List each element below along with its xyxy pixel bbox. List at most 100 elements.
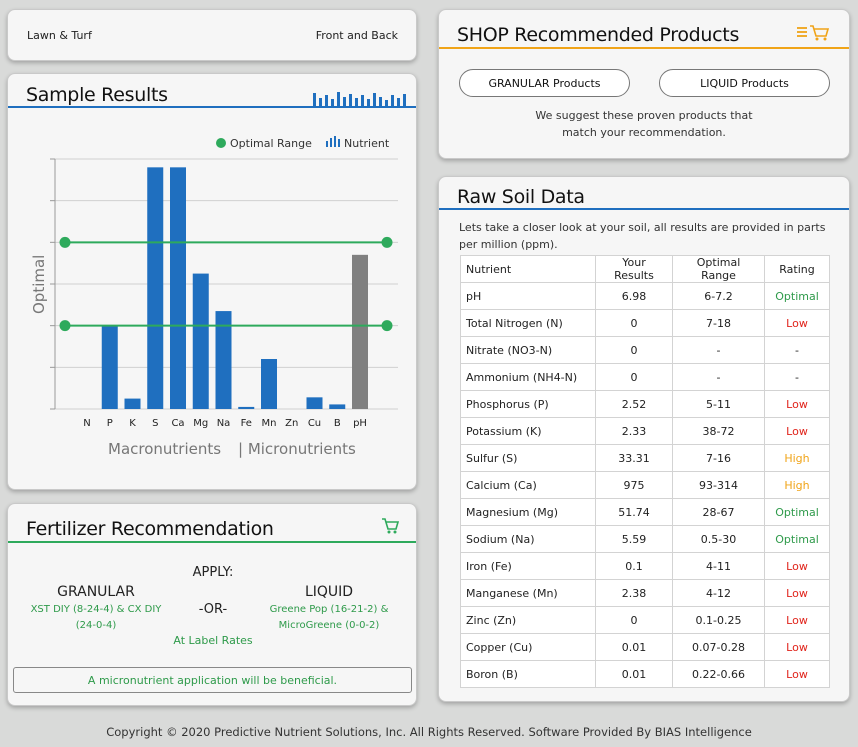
table-row: Calcium (Ca) 975 93-314 High	[460, 471, 830, 499]
micronutrient-note: A micronutrient application will be bene…	[13, 667, 412, 693]
cell-your-results: 2.33	[595, 417, 673, 445]
x-tick-label: S	[152, 418, 158, 429]
bar-mg	[192, 273, 209, 409]
x-tick-label: B	[334, 418, 341, 429]
table-header-row: Nutrient Your Results Optimal Range Rati…	[460, 255, 830, 283]
optimal-marker	[381, 236, 393, 248]
cell-your-results: 0	[595, 336, 673, 364]
sample-results-rule	[8, 106, 416, 108]
bar-ca	[170, 167, 186, 409]
cell-optimal-range: -	[672, 363, 765, 391]
cell-optimal-range: 7-18	[672, 309, 765, 337]
table-row: Total Nitrogen (N) 0 7-18 Low	[460, 309, 830, 337]
cell-your-results: 0.1	[595, 552, 673, 580]
x-tick-label: K	[129, 418, 136, 429]
cell-your-results: 5.59	[595, 525, 673, 553]
table-row: Manganese (Mn) 2.38 4-12 Low	[460, 579, 830, 607]
cell-nutrient: Total Nitrogen (N)	[460, 309, 596, 337]
optimal-marker	[59, 320, 71, 332]
shop-title: SHOP Recommended Products	[457, 24, 740, 46]
col-your-results: Your Results	[595, 255, 673, 283]
cell-optimal-range: 4-12	[672, 579, 765, 607]
cell-your-results: 0.01	[595, 633, 673, 661]
cell-nutrient: Iron (Fe)	[460, 552, 596, 580]
cell-optimal-range: 28-67	[672, 498, 765, 526]
micronutrients-label: | Micronutrients	[238, 440, 356, 458]
optimal-range-legend-label: Optimal Range	[230, 137, 312, 150]
cell-optimal-range: 4-11	[672, 552, 765, 580]
col-rating: Rating	[764, 255, 830, 283]
table-row: Magnesium (Mg) 51.74 28-67 Optimal	[460, 498, 830, 526]
cell-rating: High	[764, 444, 830, 472]
sample-results-card: Sample Results Optimal Range Nutrient Op…	[7, 73, 417, 490]
granular-products-button[interactable]: GRANULAR Products	[459, 69, 630, 97]
cell-nutrient: Nitrate (NO3-N)	[460, 336, 596, 364]
raw-soil-title: Raw Soil Data	[457, 186, 585, 208]
area-label: Front and Back	[315, 29, 398, 42]
col-nutrient: Nutrient	[460, 255, 596, 283]
x-tick-label: Zn	[285, 418, 298, 429]
cell-your-results: 33.31	[595, 444, 673, 472]
bar-ph	[352, 254, 368, 409]
cell-rating: -	[764, 336, 830, 364]
cell-rating: Low	[764, 660, 830, 688]
bar-na	[215, 311, 232, 409]
table-row: Nitrate (NO3-N) 0- -	[460, 336, 830, 364]
granular-title: GRANULAR	[57, 584, 135, 600]
topbar-card: Lawn & Turf Front and Back	[7, 9, 417, 61]
table-row: pH 6.98 6-7.2 Optimal	[460, 282, 830, 310]
cell-rating: Low	[764, 552, 830, 580]
cell-rating: Optimal	[764, 282, 830, 310]
liquid-products-button[interactable]: LIQUID Products	[659, 69, 830, 97]
table-row: Zinc (Zn) 0 0.1-0.25 Low	[460, 606, 830, 634]
raw-soil-intro: Lets take a closer look at your soil, al…	[459, 221, 826, 251]
table-row: Potassium (K) 2.33 38-72 Low	[460, 417, 830, 445]
cell-optimal-range: 0.5-30	[672, 525, 765, 553]
liquid-title: LIQUID	[304, 584, 354, 600]
cell-nutrient: Copper (Cu)	[460, 633, 596, 661]
bar-fe	[238, 406, 255, 409]
shop-description: We suggest these proven products that ma…	[535, 109, 753, 139]
cell-optimal-range: 5-11	[672, 390, 765, 418]
cell-your-results: 2.38	[595, 579, 673, 607]
bar-b	[329, 404, 346, 409]
cell-your-results: 0.01	[595, 660, 673, 688]
bar-p	[101, 325, 118, 409]
sample-results-chart: Optimal Range Nutrient Optimal N P K S Ca Mg N…	[30, 136, 398, 458]
x-tick-label: Na	[217, 418, 231, 429]
cart-icon[interactable]	[380, 516, 400, 536]
shop-cart-icon[interactable]	[797, 24, 831, 42]
cell-rating: High	[764, 471, 830, 499]
optimal-range-legend-marker	[216, 138, 226, 148]
table-row: Ammonium (NH4-N) 0- -	[460, 363, 830, 391]
cell-your-results: 0	[595, 363, 673, 391]
table-row: Copper (Cu) 0.01 0.07-0.28 Low	[460, 633, 830, 661]
granular-products[interactable]: XST DIY (8-24-4) & CX DIY (24-0-4)	[30, 604, 162, 631]
table-row: Sodium (Na) 5.59 0.5-30 Optimal	[460, 525, 830, 553]
chart-ylabel: Optimal	[30, 255, 48, 314]
x-tick-label: Mn	[262, 418, 277, 429]
cell-your-results: 51.74	[595, 498, 673, 526]
optimal-marker	[59, 236, 71, 248]
shop-card: SHOP Recommended Products GRANULAR Produ…	[438, 9, 850, 159]
liquid-products[interactable]: Greene Pop (16-21-2) & MicroGreene (0-0-…	[269, 604, 389, 631]
cell-your-results: 6.98	[595, 282, 673, 310]
table-row: Phosphorus (P) 2.52 5-11 Low	[460, 390, 830, 418]
cell-nutrient: Boron (B)	[460, 660, 596, 688]
cell-rating: Low	[764, 417, 830, 445]
table-row: Boron (B) 0.01 0.22-0.66 Low	[460, 660, 830, 688]
cell-nutrient: Phosphorus (P)	[460, 390, 596, 418]
cell-optimal-range: 0.22-0.66	[672, 660, 765, 688]
bar-k	[124, 398, 141, 409]
footer-copyright: Copyright © 2020 Predictive Nutrient Sol…	[106, 725, 752, 739]
fertilizer-rule	[8, 541, 416, 543]
cell-optimal-range: -	[672, 336, 765, 364]
fertilizer-title: Fertilizer Recommendation	[26, 518, 274, 540]
cell-rating: Low	[764, 579, 830, 607]
cell-nutrient: Potassium (K)	[460, 417, 596, 445]
cell-optimal-range: 0.1-0.25	[672, 606, 765, 634]
cell-nutrient: Calcium (Ca)	[460, 471, 596, 499]
apply-label: APPLY:	[192, 565, 234, 580]
cell-nutrient: pH	[460, 282, 596, 310]
cell-optimal-range: 93-314	[672, 471, 765, 499]
